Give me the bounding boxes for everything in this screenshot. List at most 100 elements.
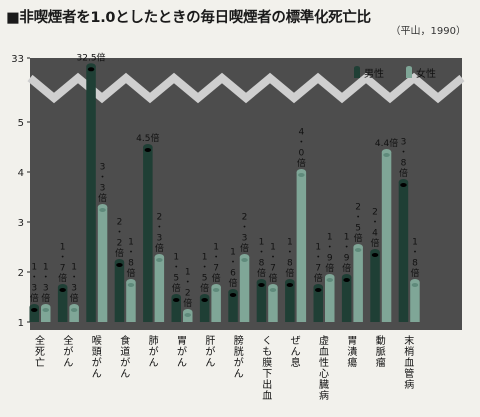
- value-label-male-char: 8: [259, 259, 265, 269]
- value-label-female: 2・3倍: [155, 213, 164, 255]
- category-label-char: が: [149, 345, 159, 358]
- bar-male: [171, 297, 181, 322]
- value-label-female-char: 7: [270, 264, 276, 274]
- value-label-male-char: ・: [314, 253, 323, 263]
- category-label-char: 食: [120, 334, 130, 347]
- bar-female-marker: [127, 283, 135, 287]
- category-label-char: 胱: [234, 346, 244, 358]
- value-label-female: 1・3倍: [70, 263, 79, 305]
- category-label-char: 管: [404, 367, 414, 380]
- bar-female: [239, 257, 250, 322]
- value-label-female-char: 倍: [240, 242, 249, 254]
- value-label-male-char: 2: [117, 218, 123, 228]
- value-label-female-char: 1: [43, 263, 49, 273]
- bar-male: [285, 282, 295, 322]
- value-label-female-char: ・: [155, 223, 164, 233]
- value-label-female-text: 4.4倍: [375, 137, 398, 149]
- value-label-male-text: 4.5倍: [136, 132, 159, 144]
- value-label-female: 1・8倍: [410, 238, 419, 280]
- bar-male-cap: [57, 284, 68, 290]
- value-label-female-char: ・: [212, 253, 221, 263]
- value-label-female-char: 1: [185, 268, 191, 278]
- value-label-female-char: 8: [128, 259, 134, 269]
- value-label-male-char: 1: [202, 253, 208, 263]
- category-label-char: も: [262, 346, 272, 358]
- y-tick-label: 33: [11, 54, 24, 65]
- bar-female-cap: [69, 304, 79, 310]
- bar-female: [97, 207, 108, 322]
- category-label: 胃がん: [177, 335, 187, 369]
- category-label-char: 息: [291, 356, 301, 369]
- value-label-female: 2・5倍: [354, 203, 363, 245]
- value-label-male: 3・8倍: [399, 138, 408, 180]
- value-label-female-char: 1: [327, 233, 333, 243]
- category-label-char: 末: [404, 334, 414, 347]
- category-label-char: 血: [404, 356, 414, 369]
- value-label-female: 1・3倍: [41, 263, 50, 305]
- y-tick-label: 5: [18, 118, 24, 129]
- legend-female-label: 女性: [416, 67, 436, 80]
- axis-break-band: [27, 72, 465, 104]
- category-label-char: ん: [234, 368, 244, 380]
- value-label-female-char: 倍: [126, 267, 135, 279]
- value-label-male: 4.5倍: [136, 132, 159, 144]
- bar-female-cap: [268, 284, 278, 290]
- category-label-char: ん: [291, 346, 301, 358]
- bar-female: [325, 277, 335, 322]
- value-label-male: 2・2倍: [115, 218, 124, 260]
- bar-male-marker: [173, 298, 180, 302]
- value-label-female-char: 2: [185, 289, 191, 299]
- value-label-male: 1・5倍: [200, 253, 209, 295]
- bar-female-cap: [97, 204, 108, 210]
- category-label-char: 膀: [234, 334, 244, 347]
- value-label-male-char: 倍: [399, 167, 408, 179]
- bar-female-cap: [211, 284, 221, 290]
- value-label-female-char: 4: [298, 128, 304, 138]
- category-label-char: 動: [376, 334, 386, 347]
- value-label-male-char: 倍: [172, 282, 181, 294]
- category-label-char: が: [177, 345, 187, 358]
- category-label-char: 死: [35, 347, 45, 358]
- bar-female: [69, 307, 79, 322]
- category-label-char: 出: [262, 378, 272, 391]
- bar-male-cap: [398, 179, 409, 185]
- bar-male-cap: [313, 284, 323, 290]
- bar-male-marker: [116, 263, 123, 267]
- value-label-male-char: 7: [315, 264, 321, 274]
- category-label-char: 血: [262, 389, 272, 402]
- bar-male-marker: [343, 278, 350, 282]
- bar-male-marker: [229, 293, 237, 297]
- bar-female-marker: [298, 173, 305, 177]
- bar-female-marker: [70, 308, 78, 312]
- value-label-male-char: 倍: [285, 267, 294, 279]
- value-label-male-char: ・: [399, 148, 408, 158]
- value-label-male-char: ・: [58, 253, 67, 263]
- value-label-male-char: ・: [200, 263, 209, 273]
- value-label-male-char: 倍: [257, 267, 266, 279]
- legend-male-swatch: [354, 68, 360, 78]
- value-label-male-char: 5: [202, 274, 208, 284]
- value-label-female: 2・3倍: [240, 213, 249, 255]
- bar-male-marker: [371, 253, 379, 257]
- value-label-male-char: 倍: [200, 282, 209, 294]
- category-label-char: 臓: [319, 379, 329, 391]
- value-label-female-char: ・: [126, 248, 135, 258]
- bar-male: [57, 287, 68, 322]
- bar-male-cap: [285, 279, 295, 285]
- value-label-female-char: 8: [412, 259, 418, 269]
- value-label-female: 4.4倍: [375, 137, 398, 149]
- category-label: 全死亡: [35, 334, 45, 369]
- bar-female: [211, 287, 221, 322]
- category-label-char: 膜: [262, 357, 272, 369]
- value-label-female: 4・0倍: [297, 128, 306, 170]
- category-label: 肺がん: [149, 335, 159, 369]
- value-label-female-char: ・: [325, 243, 334, 253]
- value-label-female-char: 倍: [268, 272, 277, 284]
- value-label-female-char: ・: [70, 273, 79, 283]
- bar-female-cap: [126, 279, 136, 285]
- chart-source: （平山，1990）: [390, 26, 466, 37]
- bar-female: [410, 282, 420, 322]
